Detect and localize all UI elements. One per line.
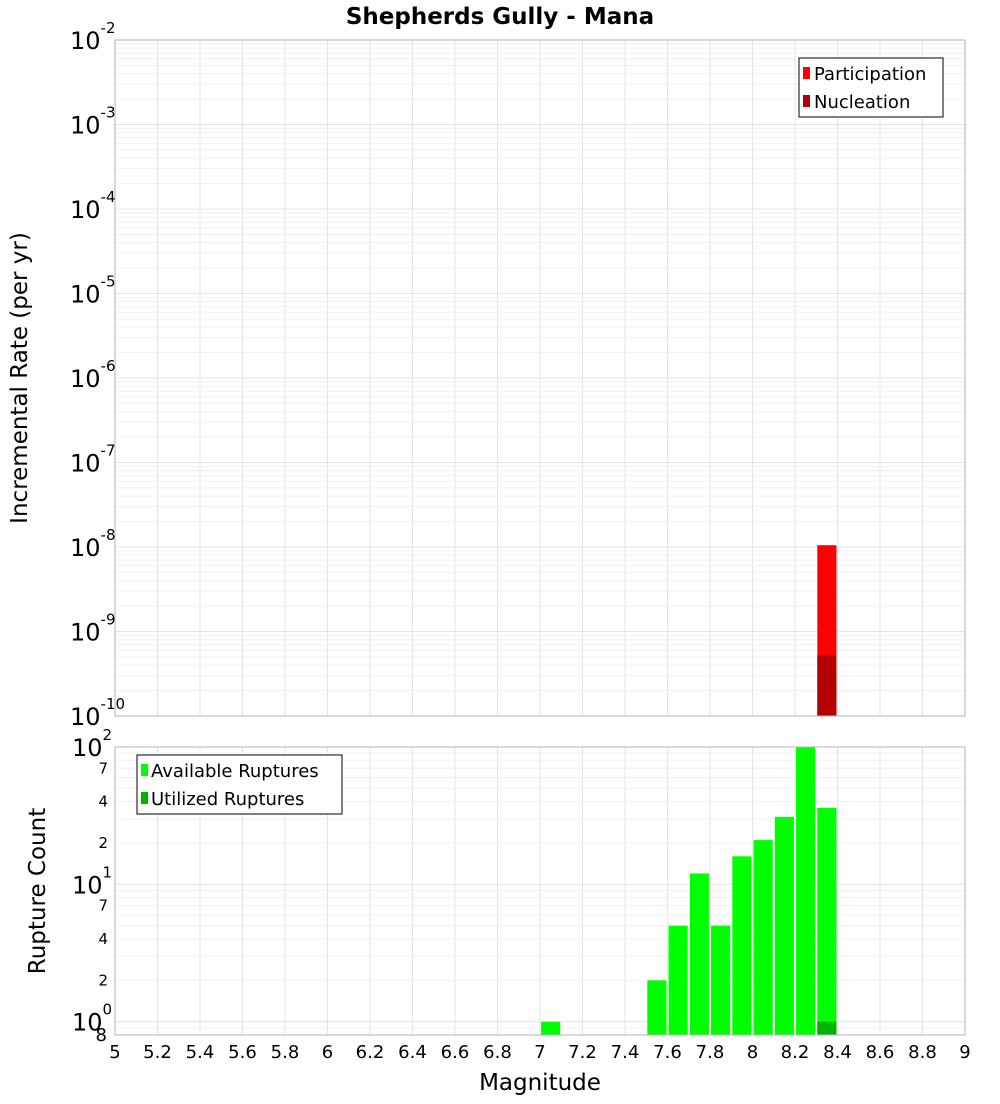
top-legend: Participation Nucleation [798, 57, 944, 118]
top-y-tick-exponent: -5 [101, 273, 116, 291]
bottom-y-tick-exponent: 1 [103, 863, 113, 881]
bottom-y-tick-label: 102 [72, 726, 112, 762]
nucleation-legend-label: Nucleation [814, 92, 910, 113]
x-tick-label: 8 [747, 1042, 758, 1063]
bottom-y-axis-label: Rupture Count [25, 808, 51, 974]
available-ruptures-bar [711, 925, 731, 1035]
x-tick-label: 9 [959, 1042, 970, 1063]
x-ticks: 5 5.2 5.4 5.6 5.8 6 6.2 6.4 6.6 6.8 7 7.2 7.4 7.6 7.8 8… [109, 1042, 970, 1063]
nucleation-swatch [803, 95, 810, 107]
x-tick-label: 8.4 [823, 1042, 852, 1063]
available-ruptures-bar [689, 873, 709, 1035]
top-bars [817, 545, 837, 716]
x-tick-label: 6 [322, 1042, 333, 1063]
utilized-ruptures-legend-label: Utilized Ruptures [151, 789, 304, 810]
x-tick-label: 5.6 [228, 1042, 257, 1063]
x-tick-label: 5.8 [271, 1042, 300, 1063]
top-legend-box [798, 57, 944, 118]
bottom-y-minor-tick-label: 4 [98, 930, 108, 948]
bottom-y-tick-label: 101 [72, 863, 112, 899]
available-ruptures-bar [668, 925, 688, 1035]
top-plot-frame [114, 39, 966, 717]
x-tick-label: 6.6 [441, 1042, 470, 1063]
available-ruptures-bar [753, 840, 773, 1035]
nucleation-bar [817, 655, 837, 716]
top-y-tick-label: 10-8 [70, 526, 116, 562]
top-y-tick-label: 10-5 [70, 273, 116, 309]
x-tick-label: 8.6 [866, 1042, 895, 1063]
top-y-tick-exponent: -4 [101, 188, 116, 206]
x-tick-label: 5 [109, 1042, 120, 1063]
top-y-tick-exponent: -10 [101, 695, 126, 713]
bottom-plot-frame [114, 746, 966, 1036]
bottom-y-minor-tick-label: 7 [98, 897, 108, 915]
available-ruptures-bar [817, 807, 837, 1035]
top-y-tick-exponent: -7 [101, 442, 116, 460]
available-ruptures-bar [647, 980, 667, 1035]
available-ruptures-bar [796, 747, 816, 1035]
participation-legend-label: Participation [814, 64, 926, 85]
chart-title: Shepherds Gully - Mana [346, 4, 654, 30]
x-tick-label: 6.2 [356, 1042, 385, 1063]
top-grid [114, 40, 966, 717]
available-ruptures-bar [541, 1021, 561, 1035]
top-y-tick-label: 10-2 [70, 19, 116, 55]
top-y-tick-label: 10-6 [70, 357, 116, 393]
bottom-y-minor-tick-label: 7 [98, 759, 108, 777]
x-tick-label: 6.8 [483, 1042, 512, 1063]
top-y-tick-label: 10-10 [70, 695, 125, 731]
bottom-legend-box [136, 754, 343, 815]
top-y-tick-label: 10-3 [70, 104, 116, 140]
available-ruptures-swatch [141, 764, 148, 776]
available-ruptures-bar [774, 816, 794, 1035]
top-y-tick-exponent: -2 [101, 19, 116, 37]
top-y-tick-exponent: -6 [101, 357, 116, 375]
bottom-y-minor-tick-label: 4 [98, 793, 108, 811]
available-ruptures-legend-label: Available Ruptures [151, 761, 319, 782]
participation-swatch [803, 67, 810, 79]
top-y-tick-label: 10-9 [70, 611, 116, 647]
x-tick-label: 7.8 [696, 1042, 725, 1063]
bottom-y-minor-tick-label: 2 [98, 971, 108, 989]
available-ruptures-bar [732, 856, 752, 1035]
x-tick-label: 7.2 [568, 1042, 597, 1063]
top-y-tick-exponent: -9 [101, 611, 116, 629]
x-tick-label: 5.4 [186, 1042, 215, 1063]
utilized-ruptures-bar [817, 1021, 837, 1035]
x-tick-label: 5.2 [143, 1042, 172, 1063]
top-y-tick-exponent: -8 [101, 526, 116, 544]
top-y-ticks: 10-2 10-3 10-4 10-5 10-6 10-7 10-8 10-9 10-10 [70, 19, 125, 731]
bottom-y-tick-exponent: 2 [103, 726, 113, 744]
top-y-axis-label: Incremental Rate (per yr) [7, 232, 33, 524]
x-tick-label: 7 [534, 1042, 545, 1063]
x-axis-label: Magnitude [479, 1070, 601, 1096]
x-tick-label: 7.4 [611, 1042, 640, 1063]
top-y-tick-label: 10-7 [70, 442, 116, 478]
bottom-y-minor-tick-label: 2 [98, 834, 108, 852]
x-tick-label: 6.4 [398, 1042, 427, 1063]
bottom-y-minor-tick-label: 8 [96, 1025, 107, 1046]
bottom-y-tick-exponent: 0 [103, 1001, 113, 1019]
x-tick-label: 8.8 [908, 1042, 937, 1063]
bottom-legend: Available Ruptures Utilized Ruptures [136, 754, 343, 815]
top-y-tick-label: 10-4 [70, 188, 116, 224]
utilized-ruptures-swatch [141, 792, 148, 804]
top-y-tick-exponent: -3 [101, 104, 116, 122]
x-tick-label: 7.6 [653, 1042, 682, 1063]
bottom-bars [541, 747, 837, 1035]
x-tick-label: 8.2 [781, 1042, 810, 1063]
